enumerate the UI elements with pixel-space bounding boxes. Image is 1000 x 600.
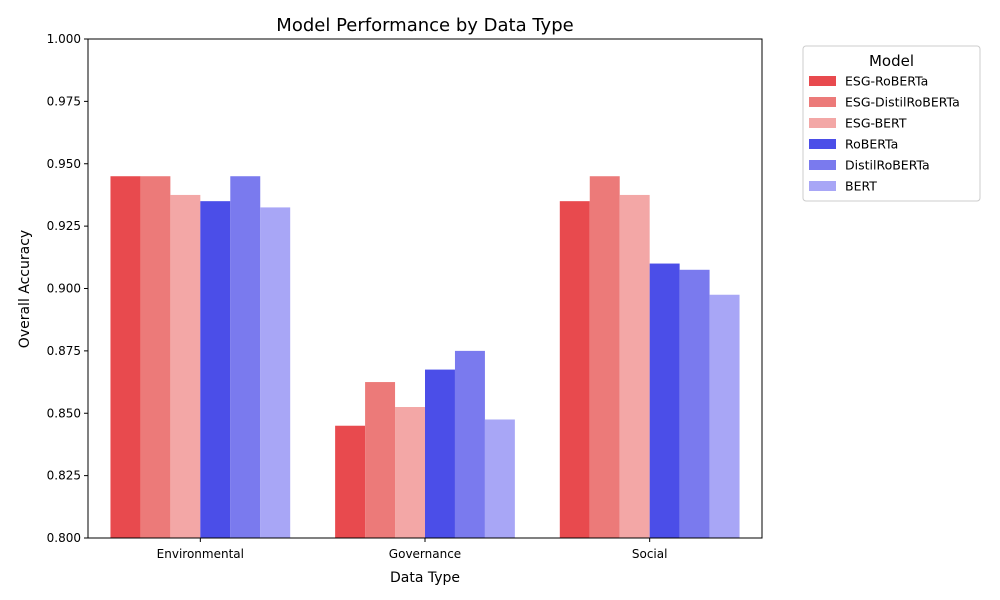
y-tick-label: 0.950 — [47, 157, 81, 171]
x-axis-title: Data Type — [390, 570, 460, 586]
x-tick-label-governance: Governance — [389, 547, 461, 561]
bar-esg-bert-social — [619, 194, 650, 538]
legend-swatch-esg-distilroberta — [809, 97, 836, 107]
bar-esg-distilroberta-governance — [365, 382, 396, 538]
y-tick-label: 0.900 — [47, 282, 81, 296]
legend-swatch-bert — [809, 181, 836, 191]
legend-label-esg-distilroberta: ESG-DistilRoBERTa — [845, 95, 960, 110]
y-tick-label: 1.000 — [47, 32, 81, 46]
y-tick-label: 0.975 — [47, 94, 81, 108]
y-tick-label: 0.825 — [47, 469, 81, 483]
legend-swatch-roberta — [809, 139, 836, 149]
y-tick-label: 0.850 — [47, 406, 81, 420]
bar-esg-roberta-environmental — [110, 176, 141, 539]
bar-roberta-governance — [425, 369, 455, 538]
bar-bert-governance — [484, 419, 515, 538]
bar-distilroberta-environmental — [230, 176, 261, 539]
legend: Model ESG-RoBERTa ESG-DistilRoBERTa ESG-BER… — [802, 45, 981, 202]
x-tick-label-environmental: Environmental — [157, 547, 244, 561]
bar-bert-social — [709, 294, 740, 538]
legend-swatch-esg-bert — [809, 118, 836, 128]
legend-label-distilroberta: DistilRoBERTa — [845, 158, 930, 173]
legend-frame — [802, 45, 981, 202]
y-tick-label: 0.875 — [47, 344, 81, 358]
bar-esg-bert-environmental — [170, 194, 201, 538]
bar-esg-roberta-social — [559, 201, 590, 539]
bar-distilroberta-governance — [454, 350, 485, 538]
bar-esg-distilroberta-social — [589, 176, 620, 539]
legend-label-bert: BERT — [845, 179, 877, 194]
bar-roberta-environmental — [200, 201, 231, 539]
x-tick-label-social: Social — [632, 547, 668, 561]
legend-swatch-esg-roberta — [809, 76, 836, 86]
axes-group: 0.800 0.825 0.850 0.875 0.900 0.925 0.950 0.975… — [47, 32, 763, 561]
legend-swatch-distilroberta — [809, 160, 836, 170]
bar-esg-distilroberta-environmental — [140, 176, 171, 539]
legend-label-esg-bert: ESG-BERT — [845, 116, 907, 131]
bar-bert-environmental — [260, 207, 291, 538]
y-tick-label: 0.925 — [47, 219, 81, 233]
legend-label-esg-roberta: ESG-RoBERTa — [845, 74, 928, 89]
y-axis-title: Overall Accuracy — [17, 230, 33, 348]
bar-esg-bert-governance — [395, 407, 425, 538]
bar-distilroberta-social — [679, 269, 710, 538]
y-tick-label: 0.800 — [47, 531, 81, 545]
bar-roberta-social — [649, 263, 680, 538]
legend-label-roberta: RoBERTa — [845, 137, 898, 152]
legend-title: Model — [869, 52, 914, 70]
chart-title: Model Performance by Data Type — [276, 15, 573, 36]
bars-group — [110, 176, 740, 539]
bar-esg-roberta-governance — [335, 425, 366, 538]
